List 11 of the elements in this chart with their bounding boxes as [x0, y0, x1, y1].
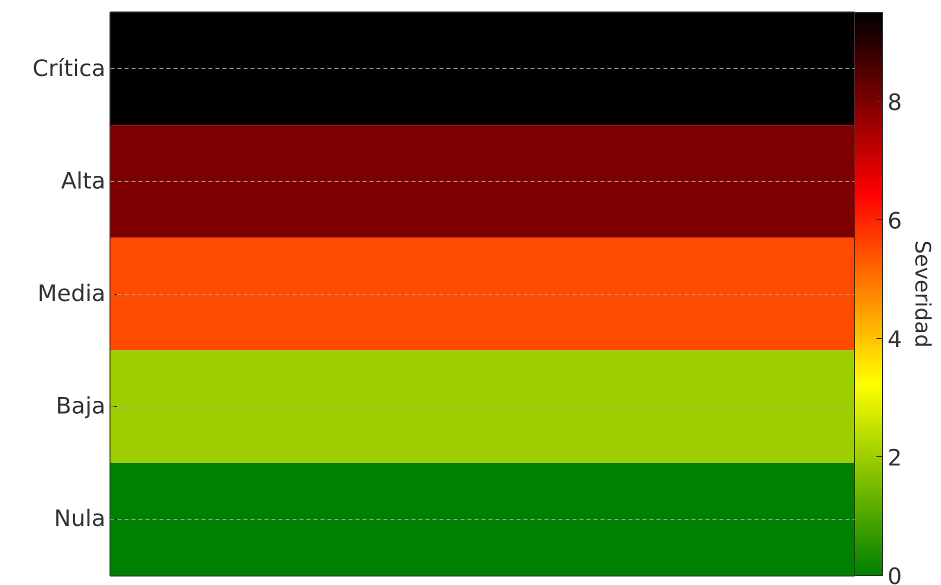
- color-bar-label: 4: [888, 326, 902, 353]
- color-bar-label: 8: [888, 90, 902, 116]
- y-tick-label: Alta: [60, 168, 106, 194]
- y-tick-label: Nula: [54, 506, 106, 532]
- color-bar-label: 2: [888, 445, 902, 472]
- y-tick-label: Crítica: [32, 56, 106, 82]
- color-bar-label: 0: [888, 564, 902, 585]
- color-bar-label: 6: [888, 208, 902, 234]
- color-bar-title: Severidad: [910, 240, 934, 348]
- y-tick-label: Baja: [56, 394, 106, 420]
- y-tick-label: Media: [37, 281, 106, 307]
